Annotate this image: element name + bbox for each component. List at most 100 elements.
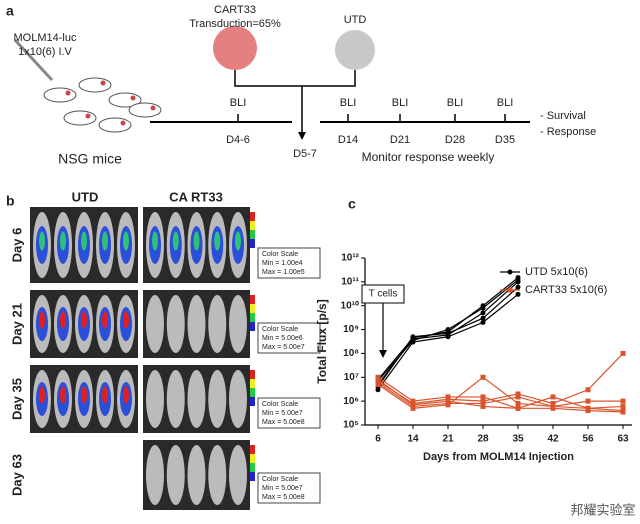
label: D35 — [495, 134, 515, 146]
scale-text: Color Scale — [262, 476, 298, 483]
row-label: Day 21 — [9, 303, 24, 345]
mouse — [146, 295, 164, 353]
signal — [123, 386, 129, 404]
color-bar — [250, 463, 255, 472]
color-bar — [250, 388, 255, 397]
point — [515, 405, 521, 411]
mouse — [229, 370, 247, 428]
mouse — [146, 445, 164, 505]
mouse — [229, 445, 247, 505]
mouse — [208, 445, 227, 505]
series-line — [377, 376, 624, 412]
point — [515, 391, 521, 397]
y-tick-label: 10¹⁰ — [341, 300, 359, 311]
x-tick-label: 14 — [407, 434, 419, 445]
mouse — [78, 77, 112, 93]
label: D4-6 — [226, 134, 250, 146]
color-bar — [250, 212, 255, 221]
signal — [102, 311, 108, 329]
legend-label: UTD 5x10(6) — [525, 266, 588, 278]
scale-text: Min = 5.00e6 — [262, 335, 303, 342]
label: MOLM14-luc — [14, 32, 77, 44]
bracket — [234, 70, 356, 87]
y-tick-label: 10¹² — [341, 253, 359, 264]
scale-box — [257, 322, 321, 354]
column-header: UTD — [72, 189, 99, 204]
watermark: 邦耀实验室 — [570, 502, 635, 517]
label: D14 — [338, 134, 358, 146]
y-tick-label: 10⁷ — [344, 372, 359, 383]
signal — [60, 386, 66, 404]
color-bar — [250, 472, 255, 481]
label: BLI — [340, 97, 357, 109]
syringe — [13, 38, 54, 82]
annotation: T cells — [369, 289, 398, 300]
point — [620, 403, 626, 409]
point — [550, 394, 556, 400]
label: D5-7 — [293, 148, 317, 160]
signal — [123, 311, 129, 329]
label: - Response — [540, 126, 596, 138]
point — [515, 291, 521, 297]
label: BLI — [497, 97, 514, 109]
color-bar — [250, 397, 255, 406]
color-bar — [250, 445, 255, 454]
color-bar — [250, 379, 255, 388]
label: Monitor response weekly — [362, 150, 495, 164]
mouse — [128, 102, 162, 118]
scale-text: Min = 1.00e4 — [262, 260, 303, 267]
cart-cells — [213, 26, 257, 70]
mouse — [208, 370, 227, 428]
tumor — [85, 113, 91, 119]
point — [480, 303, 486, 309]
column-header: CA RT33 — [169, 189, 223, 204]
y-tick-label: 10⁸ — [343, 348, 359, 359]
mouse — [166, 370, 185, 428]
mouse — [166, 445, 185, 505]
mouse — [187, 370, 206, 428]
point — [445, 329, 451, 335]
mouse — [146, 370, 164, 428]
legend-marker — [507, 269, 513, 275]
row-label: Day 35 — [9, 378, 24, 420]
decorations — [13, 26, 530, 140]
label: CART33 — [214, 4, 256, 16]
signal — [39, 231, 45, 251]
scale-text: Color Scale — [262, 251, 298, 258]
x-tick-label: 35 — [512, 434, 524, 445]
scale-text: Max = 1.00e5 — [262, 269, 305, 276]
signal — [81, 311, 87, 329]
signal — [235, 231, 241, 251]
mouse — [166, 295, 185, 353]
point — [480, 394, 486, 400]
x-tick-label: 56 — [582, 434, 594, 445]
mouse — [98, 117, 132, 133]
scale-text: Max = 5.00e8 — [262, 419, 305, 426]
label: NSG mice — [58, 151, 122, 167]
signal — [102, 231, 108, 251]
color-bar — [250, 221, 255, 230]
x-axis-label: Days from MOLM14 Injection — [423, 451, 574, 463]
color-bar — [250, 295, 255, 304]
label: Transduction=65% — [189, 18, 281, 30]
point — [515, 400, 521, 406]
scale-text: Min = 5.00e7 — [262, 485, 303, 492]
scale-box — [257, 397, 321, 429]
point — [480, 319, 486, 325]
tumor — [130, 95, 136, 101]
series-line — [377, 382, 623, 408]
point — [515, 275, 521, 281]
x-tick-label: 6 — [375, 434, 381, 445]
mouse — [229, 295, 247, 353]
scale-text: Color Scale — [262, 401, 298, 408]
color-bar — [250, 454, 255, 463]
point — [620, 350, 626, 356]
signal — [39, 311, 45, 329]
label: D28 — [445, 134, 465, 146]
signal — [81, 231, 87, 251]
mouse — [187, 445, 206, 505]
signal — [152, 231, 158, 251]
x-tick-label: 21 — [442, 434, 454, 445]
tumor — [100, 80, 106, 86]
point — [620, 398, 626, 404]
